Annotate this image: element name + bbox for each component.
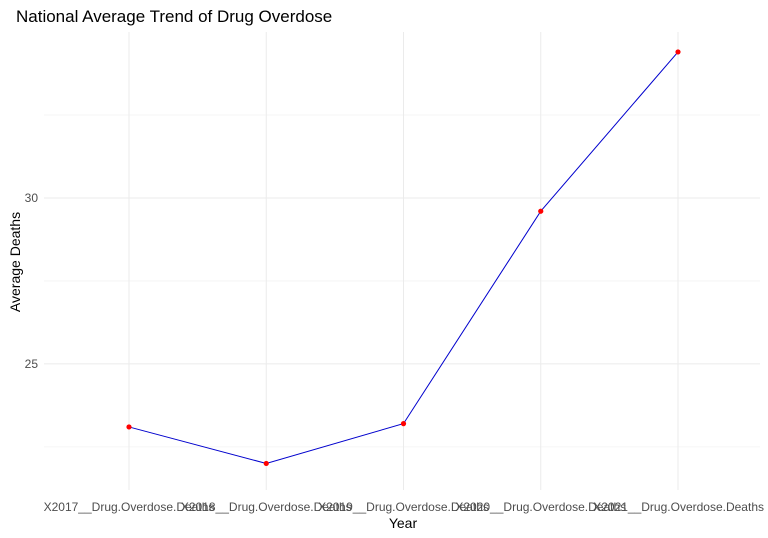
chart-title: National Average Trend of Drug Overdose bbox=[16, 7, 332, 26]
x-tick-label: X2020__Drug.Overdose.Deaths bbox=[455, 500, 626, 514]
x-axis-title: Year bbox=[389, 515, 418, 531]
y-axis-ticks: 25 30 bbox=[25, 191, 39, 371]
y-tick-label: 30 bbox=[25, 191, 39, 205]
data-point bbox=[126, 424, 132, 430]
data-point bbox=[400, 421, 407, 427]
data-point bbox=[263, 460, 269, 467]
y-tick-label: 25 bbox=[25, 357, 39, 371]
x-tick-label: X2018__Drug.Overdose.Deaths bbox=[181, 500, 352, 514]
y-axis-title: Average Deaths bbox=[7, 212, 23, 312]
x-tick-label: X2019__Drug.Overdose.Deaths bbox=[318, 500, 489, 514]
data-point-layer bbox=[126, 49, 681, 467]
data-point bbox=[675, 49, 681, 55]
x-axis-ticks: X2017__Drug.Overdose.DeathsX2018__Drug.O… bbox=[44, 500, 764, 514]
x-tick-label: X2017__Drug.Overdose.Deaths bbox=[44, 500, 215, 514]
data-point bbox=[538, 208, 544, 214]
grid bbox=[44, 32, 760, 490]
x-tick-label: X2021__Drug.Overdose.Deaths bbox=[593, 500, 764, 514]
